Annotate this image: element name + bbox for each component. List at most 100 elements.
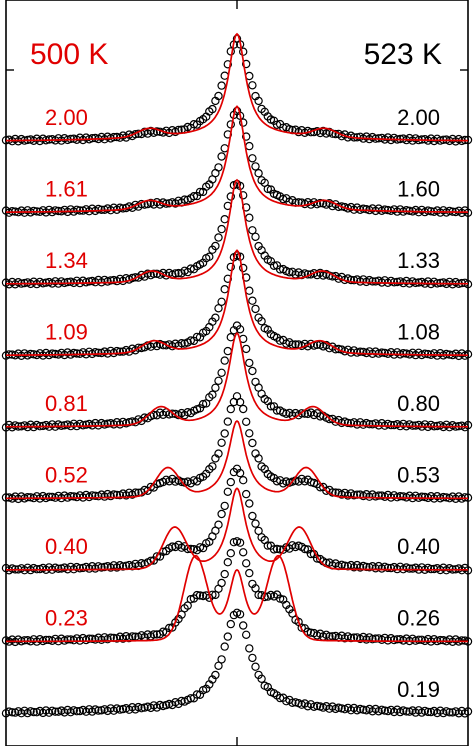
label-right: 0.53 bbox=[397, 463, 440, 488]
data-point bbox=[63, 277, 72, 287]
label-left: 1.09 bbox=[45, 320, 88, 345]
data-point bbox=[208, 462, 217, 471]
data-point bbox=[436, 635, 445, 645]
data-point bbox=[217, 509, 226, 519]
data-point bbox=[186, 694, 195, 703]
data-point bbox=[109, 132, 119, 142]
data-point bbox=[189, 191, 199, 201]
data-point bbox=[374, 491, 383, 500]
data-point bbox=[383, 563, 393, 573]
label-left: 0.40 bbox=[45, 534, 88, 559]
data-point bbox=[241, 489, 251, 499]
data-point bbox=[72, 205, 82, 214]
data-point bbox=[124, 418, 134, 427]
data-point bbox=[214, 520, 223, 529]
data-point bbox=[463, 350, 473, 359]
data-point bbox=[149, 630, 158, 639]
data-point bbox=[195, 187, 205, 197]
data-point bbox=[223, 487, 232, 496]
data-point bbox=[195, 591, 205, 600]
data-point bbox=[168, 542, 177, 551]
data-point bbox=[245, 568, 254, 578]
data-point bbox=[223, 346, 232, 356]
data-point bbox=[23, 493, 32, 502]
data-point bbox=[198, 399, 208, 409]
data-point bbox=[402, 707, 411, 716]
data-point bbox=[223, 632, 232, 641]
data-point bbox=[87, 634, 97, 644]
label-left: 1.61 bbox=[45, 177, 88, 202]
data-point bbox=[220, 642, 229, 651]
data-point bbox=[208, 390, 217, 399]
data-point bbox=[115, 347, 125, 356]
data-point bbox=[241, 559, 251, 568]
data-point bbox=[192, 332, 202, 342]
data-point bbox=[386, 420, 396, 430]
data-point bbox=[269, 261, 279, 270]
data-point bbox=[214, 376, 223, 385]
data-point bbox=[297, 623, 306, 632]
data-point bbox=[223, 558, 232, 567]
data-point bbox=[241, 59, 251, 69]
spectrum-7: 0.23 0.26 bbox=[1, 537, 473, 647]
data-point bbox=[417, 492, 426, 501]
data-point bbox=[217, 297, 226, 306]
data-point bbox=[211, 241, 220, 251]
data-point bbox=[245, 499, 254, 508]
data-point bbox=[414, 635, 423, 645]
data-point bbox=[41, 635, 51, 645]
spectrum-1: 1.61 1.60 bbox=[1, 105, 473, 218]
data-point bbox=[365, 420, 374, 429]
data-point bbox=[254, 168, 263, 178]
data-point bbox=[29, 206, 38, 216]
header-right-temperature: 523 K bbox=[364, 38, 442, 71]
data-point bbox=[4, 707, 14, 716]
data-point bbox=[226, 47, 235, 56]
data-point bbox=[152, 127, 162, 136]
data-point bbox=[115, 705, 125, 714]
data-point bbox=[460, 493, 470, 502]
data-point bbox=[245, 358, 254, 368]
data-point bbox=[377, 348, 386, 357]
data-point bbox=[48, 349, 57, 358]
plot-frame bbox=[5, 0, 469, 746]
data-point bbox=[103, 419, 112, 428]
label-right: 0.26 bbox=[397, 606, 440, 631]
data-point bbox=[380, 706, 389, 715]
model-line bbox=[6, 332, 468, 428]
data-point bbox=[226, 262, 235, 272]
label-left: 0.81 bbox=[45, 391, 88, 416]
data-point bbox=[137, 704, 146, 713]
model-line bbox=[6, 419, 468, 500]
data-point bbox=[211, 383, 220, 392]
data-point bbox=[205, 252, 214, 261]
data-point bbox=[248, 154, 257, 163]
data-point bbox=[20, 636, 29, 645]
data-point bbox=[177, 339, 186, 348]
data-point bbox=[241, 344, 251, 354]
data-point bbox=[220, 214, 229, 224]
data-point bbox=[26, 349, 35, 359]
data-point bbox=[463, 707, 473, 716]
data-point bbox=[251, 519, 260, 528]
data-point bbox=[8, 206, 17, 216]
data-point bbox=[235, 325, 245, 334]
data-point bbox=[414, 278, 423, 287]
label-left: 1.34 bbox=[45, 248, 88, 273]
data-point bbox=[106, 276, 115, 285]
data-point bbox=[245, 286, 254, 295]
data-point bbox=[362, 562, 371, 572]
data-point bbox=[226, 192, 235, 201]
data-point bbox=[393, 277, 402, 287]
data-point bbox=[359, 705, 368, 714]
data-point bbox=[248, 366, 257, 376]
data-point bbox=[72, 707, 82, 716]
data-point bbox=[306, 549, 316, 559]
data-point bbox=[245, 141, 254, 151]
data-point bbox=[29, 707, 38, 717]
data-point bbox=[402, 205, 411, 215]
data-point bbox=[300, 544, 309, 554]
label-right: 0.40 bbox=[397, 534, 440, 559]
spectrum-6: 0.40 0.40 bbox=[1, 464, 473, 575]
data-point bbox=[186, 595, 195, 604]
